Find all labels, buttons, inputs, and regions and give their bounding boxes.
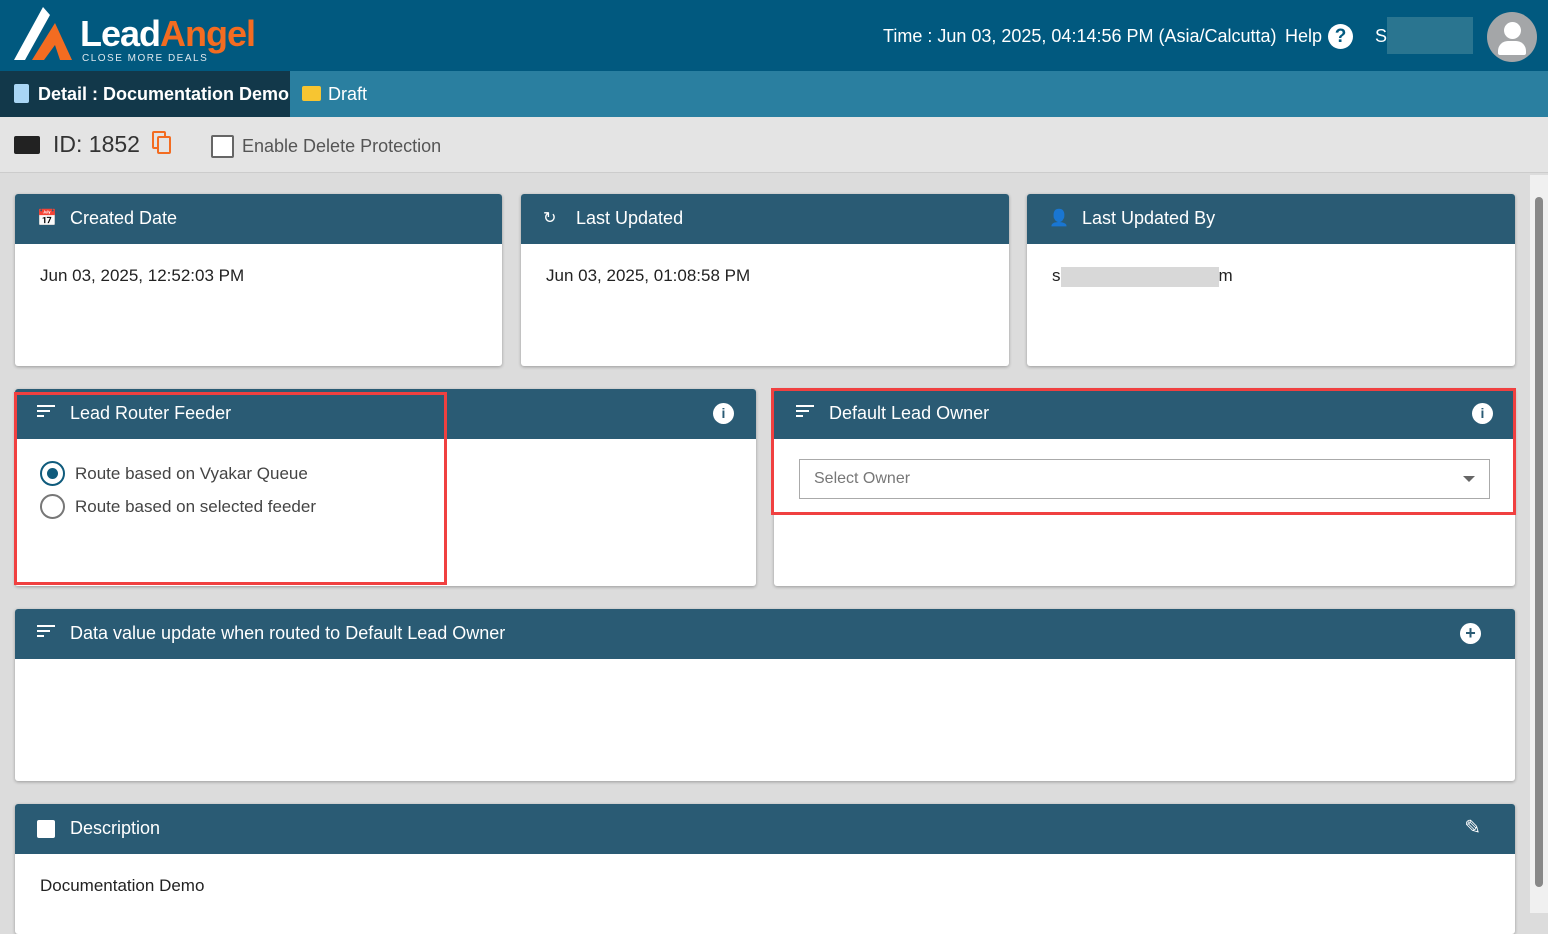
leadangel-logo[interactable]: LeadAngel CLOSE MORE DEALS xyxy=(10,5,280,65)
radio-button[interactable] xyxy=(40,494,65,519)
tab-draft-label: Draft xyxy=(328,84,368,104)
sort-lines-icon xyxy=(796,405,816,423)
id-bar xyxy=(0,117,1548,173)
card-title: Default Lead Owner xyxy=(829,403,990,423)
sort-lines-icon xyxy=(37,625,57,643)
logo-text: LeadAngel xyxy=(80,13,256,54)
sort-lines-icon xyxy=(37,405,57,423)
lead-router-feeder-card: Lead Router Feeder i Route based on Vyaka… xyxy=(15,389,756,586)
description-card: Description ✎ Documentation Demo xyxy=(15,804,1515,934)
owner-select[interactable]: Select Owner xyxy=(799,459,1490,499)
user-name-redacted xyxy=(1387,17,1473,54)
copy-icon-front[interactable] xyxy=(157,136,171,154)
help-link[interactable]: Help xyxy=(1285,26,1323,46)
card-title: Last Updated xyxy=(576,208,684,228)
person-icon: 👤 xyxy=(1049,210,1069,227)
history-icon: ↻ xyxy=(543,210,557,227)
radio-selected-feeder[interactable]: Route based on selected feeder xyxy=(40,494,731,519)
owner-select-placeholder: Select Owner xyxy=(814,470,911,487)
delete-protection-checkbox[interactable] xyxy=(211,135,234,158)
card-title: Description xyxy=(70,818,161,838)
card-title: Last Updated By xyxy=(1082,208,1216,228)
radio-button-selected[interactable] xyxy=(40,461,65,486)
radio-vyakar-queue[interactable]: Route based on Vyakar Queue xyxy=(40,461,731,486)
tab-bar: Detail : Documentation Demo Draft xyxy=(0,71,1548,117)
record-id: ID: 1852 xyxy=(53,131,140,157)
description-value: Documentation Demo xyxy=(40,876,205,895)
id-card-icon xyxy=(14,136,40,154)
edit-pencil-icon[interactable]: ✎ xyxy=(1464,817,1481,839)
add-icon[interactable]: + xyxy=(1460,623,1481,644)
card-title: Data value update when routed to Default… xyxy=(70,623,506,643)
help-icon[interactable]: ? xyxy=(1328,24,1353,49)
redacted-blur xyxy=(1060,266,1219,287)
avatar[interactable] xyxy=(1487,12,1537,62)
envelope-open-icon xyxy=(302,86,321,101)
logo-tagline: CLOSE MORE DEALS xyxy=(82,53,209,64)
tab-draft[interactable]: Draft xyxy=(300,71,367,117)
scrollbar-thumb[interactable] xyxy=(1535,197,1543,887)
created-date-value: Jun 03, 2025, 12:52:03 PM xyxy=(40,266,245,285)
card-title: Created Date xyxy=(70,208,178,228)
radio-label: Route based on Vyakar Queue xyxy=(75,463,308,483)
top-bar: LeadAngel CLOSE MORE DEALS Time : Jun 03… xyxy=(0,0,1548,71)
notes-icon xyxy=(37,820,55,838)
data-value-update-card: Data value update when routed to Default… xyxy=(15,609,1515,781)
delete-protection-label[interactable]: Enable Delete Protection xyxy=(242,136,442,156)
document-icon xyxy=(14,84,29,103)
created-date-card: 📅 Created Date Jun 03, 2025, 12:52:03 PM xyxy=(15,194,502,366)
value-end: m xyxy=(1218,266,1233,285)
calendar-icon: 📅 xyxy=(37,210,57,227)
default-lead-owner-card: Default Lead Owner i Select Owner xyxy=(774,389,1515,586)
last-updated-card: ↻ Last Updated Jun 03, 2025, 01:08:58 PM xyxy=(521,194,1009,366)
last-updated-value: Jun 03, 2025, 01:08:58 PM xyxy=(546,266,751,285)
info-icon[interactable]: i xyxy=(713,403,734,424)
user-name[interactable]: S xyxy=(1375,26,1388,46)
card-title: Lead Router Feeder xyxy=(70,403,232,423)
server-time: Time : Jun 03, 2025, 04:14:56 PM (Asia/C… xyxy=(883,26,1277,46)
tab-detail-label: Detail : Documentation Demo xyxy=(38,84,290,104)
info-icon[interactable]: i xyxy=(1472,403,1493,424)
logo-mark-icon xyxy=(14,7,72,60)
value-start: s xyxy=(1052,266,1061,285)
chevron-down-icon[interactable] xyxy=(1463,476,1475,482)
radio-label: Route based on selected feeder xyxy=(75,496,317,516)
scrollbar[interactable] xyxy=(1530,175,1548,913)
tab-detail[interactable]: Detail : Documentation Demo xyxy=(0,71,290,117)
